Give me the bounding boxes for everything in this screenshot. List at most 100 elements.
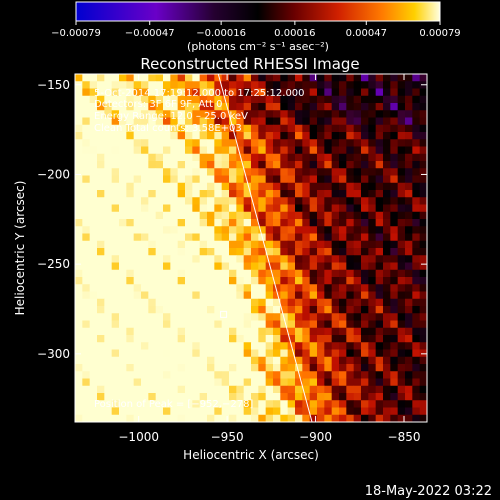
heatmap-cell [75,255,83,263]
heatmap-cell [119,132,127,140]
heatmap-cell [148,103,157,111]
heatmap-cell [148,327,157,336]
heatmap-cell [199,226,208,234]
heatmap-cell [324,146,333,155]
heatmap-cell [111,110,120,118]
heatmap-cell [229,291,237,300]
heatmap-cell [199,219,208,227]
heatmap-cell [317,146,325,155]
heatmap-cell [221,74,230,82]
heatmap-cell [258,320,267,329]
heatmap-cell [229,103,237,111]
heatmap-cell [89,204,98,213]
heatmap-cell [192,197,201,205]
heatmap-cell [346,291,355,300]
heatmap-cell [192,313,201,321]
heatmap-cell [163,298,171,307]
heatmap-cell [375,298,384,307]
heatmap-cell [111,168,120,176]
heatmap-cell [251,219,259,227]
heatmap-cell [229,197,237,205]
heatmap-cell [89,117,98,126]
heatmap-cell [126,153,135,162]
heatmap-cell [199,182,208,191]
heatmap-cell [405,74,413,82]
heatmap-cell [214,378,223,387]
heatmap-cell [412,298,421,307]
heatmap-cell [339,349,347,358]
heatmap-cell [361,153,369,162]
annotation-counts: Clean Total counts: 3.58E+03 [94,123,242,134]
heatmap-cell [229,175,237,184]
heatmap-cell [287,139,296,147]
heatmap-cell [89,103,98,111]
heatmap-cell [163,284,171,292]
heatmap-cell [177,385,186,394]
heatmap-cell [199,371,208,379]
heatmap-cell [207,291,215,300]
heatmap-cell [353,378,362,387]
heatmap-cell [331,284,340,292]
heatmap-cell [412,190,421,198]
heatmap-cell [141,81,149,89]
heatmap-cell [346,313,355,321]
heatmap-cell [243,298,252,307]
heatmap-cell [170,103,179,111]
heatmap-cell [89,335,98,343]
heatmap-cell [177,284,186,292]
heatmap-cell [419,269,427,278]
heatmap-cell [229,378,237,387]
heatmap-cell [331,313,340,321]
heatmap-cell [258,190,267,198]
heatmap-cell [192,132,201,140]
heatmap-cell [390,175,399,184]
heatmap-cell [133,393,142,401]
heatmap-cell [331,175,340,184]
heatmap-cell [192,117,201,126]
heatmap-cell [280,371,289,379]
heatmap-cell [361,168,369,176]
heatmap-cell [214,95,223,104]
heatmap-cell [214,74,223,82]
heatmap-cell [280,320,289,329]
heatmap-cell [287,385,296,394]
heatmap-cell [346,269,355,278]
heatmap-cell [89,306,98,314]
heatmap-cell [170,393,179,401]
heatmap-cell [339,291,347,300]
heatmap-cell [258,356,267,365]
heatmap-cell [375,204,384,213]
heatmap-cell [221,371,230,379]
heatmap-cell [214,284,223,292]
heatmap-cell [155,74,164,82]
heatmap-cell [265,190,274,198]
heatmap-cell [273,175,281,184]
heatmap-cell [243,139,252,147]
heatmap-cell [104,139,113,147]
heatmap-cell [295,320,303,329]
heatmap-cell [229,204,237,213]
heatmap-cell [353,182,362,191]
heatmap-cell [339,117,347,126]
heatmap-cell [265,175,274,184]
heatmap-cell [89,182,98,191]
heatmap-cell [412,211,421,220]
heatmap-cell [229,356,237,365]
heatmap-cell [75,124,83,133]
heatmap-cell [324,291,333,300]
heatmap-cell [309,291,318,300]
heatmap-cell [280,197,289,205]
heatmap-cell [236,255,245,263]
heatmap-cell [346,182,355,191]
heatmap-cell [309,364,318,372]
heatmap-cell [339,197,347,205]
heatmap-cell [302,88,311,97]
heatmap-cell [163,81,171,89]
heatmap-cell [309,371,318,379]
heatmap-cell [185,335,193,343]
heatmap-cell [148,400,157,408]
heatmap-cell [368,378,377,387]
heatmap-cell [221,356,230,365]
heatmap-cell [141,255,149,263]
heatmap-cell [317,226,325,234]
